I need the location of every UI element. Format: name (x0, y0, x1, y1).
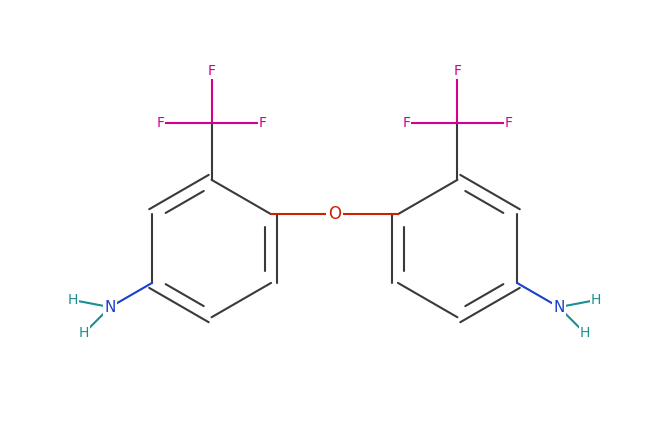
Text: F: F (454, 65, 462, 78)
Text: F: F (157, 116, 165, 130)
Text: H: H (68, 293, 78, 307)
Text: H: H (79, 326, 90, 340)
Text: F: F (207, 65, 215, 78)
Text: N: N (104, 300, 116, 314)
Text: O: O (328, 205, 341, 223)
Text: H: H (591, 293, 601, 307)
Text: F: F (259, 116, 267, 130)
Text: H: H (579, 326, 590, 340)
Text: F: F (504, 116, 512, 130)
Text: F: F (402, 116, 410, 130)
Text: N: N (553, 300, 565, 314)
